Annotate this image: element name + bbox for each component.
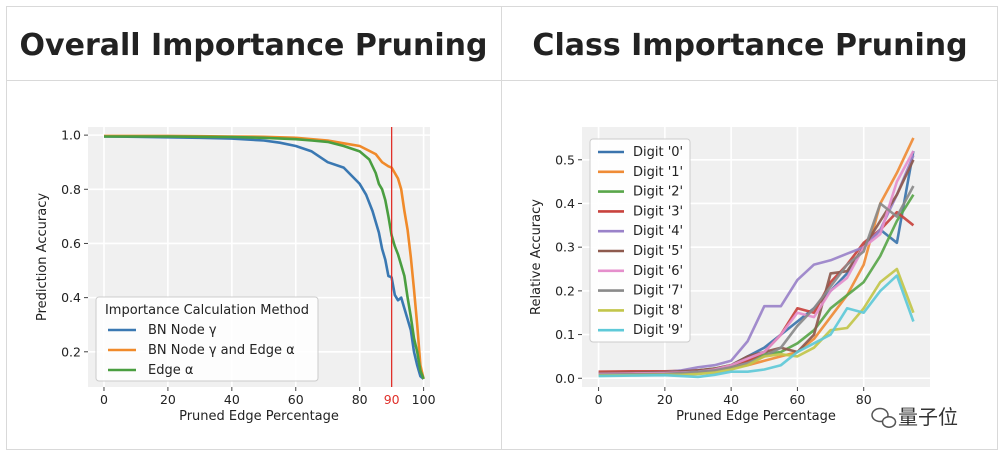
right-chart-ytick-label: 0.3 bbox=[555, 240, 575, 255]
threshold-label: 90 bbox=[384, 392, 400, 407]
right-chart-xtick-label: 60 bbox=[789, 392, 805, 407]
right-legend: Digit '0' Digit '1' Digit '2' Digit '3' Digi… bbox=[589, 138, 691, 343]
right-legend-label: Digit '3' bbox=[633, 204, 683, 219]
right-chart-xtick-label: 0 bbox=[595, 392, 603, 407]
left-chart-ytick-label: 1.0 bbox=[61, 128, 81, 143]
right-chart-xtick-label: 80 bbox=[856, 392, 872, 407]
right-chart-axes: 0 20 40 60 80 0.0 0.1 0.2 0.3 0.4 0.5 Pruned Edge P… bbox=[529, 127, 930, 424]
left-legend-box bbox=[95, 296, 319, 382]
watermark: 量子位 bbox=[871, 404, 982, 430]
right-chart-ytick-label: 0.2 bbox=[555, 283, 575, 298]
left-legend-label: BN Node γ bbox=[148, 323, 217, 338]
right-series-line bbox=[598, 185, 915, 377]
right-legend-label: Digit '0' bbox=[633, 145, 683, 160]
left-chart-xtick-label: 20 bbox=[160, 392, 176, 407]
right-legend-label: Digit '6' bbox=[633, 264, 683, 279]
left-chart-xtick-label: 80 bbox=[352, 392, 368, 407]
left-chart-y-axis-label: Prediction Accuracy bbox=[35, 193, 50, 321]
left-legend-label: Edge α bbox=[148, 363, 193, 378]
left-chart-xtick-label: 40 bbox=[224, 392, 240, 407]
wechat-icon-bubble bbox=[881, 416, 897, 428]
left-series-line bbox=[103, 135, 425, 380]
right-panel-title: Class Importance Pruning bbox=[532, 28, 968, 63]
right-legend-label: Digit '1' bbox=[633, 165, 683, 180]
left-panel-title: Overall Importance Pruning bbox=[19, 28, 488, 63]
figure-frame bbox=[6, 6, 998, 450]
left-chart-ytick-label: 0.6 bbox=[61, 236, 81, 251]
right-legend-label: Digit '7' bbox=[633, 284, 683, 299]
watermark-text: 量子位 bbox=[898, 405, 958, 429]
right-legend-label: Digit '9' bbox=[633, 323, 683, 338]
right-legend-label: Digit '4' bbox=[633, 224, 683, 239]
left-legend: Importance Calculation Method BN Node γ BN… bbox=[95, 296, 319, 382]
header-divider bbox=[6, 80, 998, 81]
left-series-line bbox=[104, 135, 425, 380]
right-series-line bbox=[598, 274, 915, 379]
threshold-label-bg bbox=[378, 391, 405, 408]
left-chart-xtick-label: 100 bbox=[412, 392, 436, 407]
panel-divider-vertical bbox=[501, 6, 502, 450]
right-chart-ytick-label: 0.0 bbox=[555, 371, 575, 386]
right-chart-y-axis-label: Relative Accuracy bbox=[529, 199, 544, 315]
right-chart-ytick-label: 0.4 bbox=[555, 196, 575, 211]
right-legend-label: Digit '8' bbox=[633, 303, 683, 318]
right-legend-label: Digit '2' bbox=[633, 185, 683, 200]
left-chart-xtick-label: 0 bbox=[100, 392, 108, 407]
wechat-icon bbox=[871, 407, 889, 423]
right-chart-x-axis-label: Pruned Edge Percentage bbox=[676, 409, 836, 424]
right-legend-label: Digit '5' bbox=[633, 244, 683, 259]
left-chart-ytick-label: 0.4 bbox=[61, 290, 81, 305]
left-chart-ytick-label: 0.2 bbox=[61, 344, 81, 359]
left-legend-title: Importance Calculation Method bbox=[105, 303, 309, 318]
right-chart-ytick-label: 0.1 bbox=[555, 327, 575, 342]
left-chart-x-axis-label: Pruned Edge Percentage bbox=[179, 409, 339, 424]
right-chart-xtick-label: 40 bbox=[723, 392, 739, 407]
right-chart-ytick-label: 0.5 bbox=[555, 152, 575, 167]
left-legend-label: BN Node γ and Edge α bbox=[148, 343, 295, 358]
left-chart-xtick-label: 60 bbox=[288, 392, 304, 407]
right-chart-xtick-label: 20 bbox=[657, 392, 673, 407]
left-chart-ytick-label: 0.8 bbox=[61, 182, 81, 197]
